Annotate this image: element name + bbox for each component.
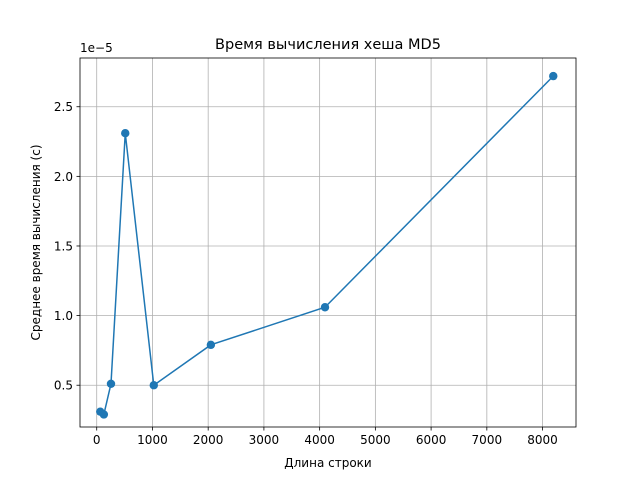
x-tick-label: 7000	[472, 433, 503, 447]
x-tick-label: 6000	[416, 433, 447, 447]
x-tick-label: 1000	[137, 433, 168, 447]
x-tick-label: 4000	[304, 433, 335, 447]
y-tick-label: 0.5	[54, 379, 73, 393]
x-tick-label: 5000	[360, 433, 391, 447]
y-tick-label: 1.0	[54, 309, 73, 323]
y-axis-label: Среднее время вычисления (с)	[29, 145, 43, 341]
grid	[80, 58, 576, 427]
ticks: 0 1000 2000 3000 4000 5000 6000 7000 8000 0.5 1.0 1…	[54, 100, 558, 447]
x-tick-label: 2000	[193, 433, 224, 447]
series-line	[99, 75, 554, 416]
plot-frame	[79, 57, 577, 428]
data-point	[149, 381, 158, 390]
data-point	[549, 71, 558, 81]
series-layer	[96, 71, 558, 419]
x-axis-label: Длина строки	[284, 456, 371, 470]
y-offset-label: 1e−5	[80, 41, 113, 55]
x-tick-label: 8000	[527, 433, 558, 447]
data-point	[206, 340, 216, 350]
y-tick-label: 1.5	[54, 239, 73, 253]
y-tick-label: 2.0	[54, 170, 73, 184]
data-point	[320, 303, 330, 312]
y-tick-label: 2.5	[54, 100, 73, 114]
data-point	[99, 410, 109, 419]
x-tick-label: 0	[93, 433, 101, 447]
chart-title: Время вычисления хеша MD5	[215, 37, 441, 53]
x-tick-label: 3000	[249, 433, 280, 447]
data-point	[121, 128, 130, 138]
data-point	[106, 379, 116, 389]
